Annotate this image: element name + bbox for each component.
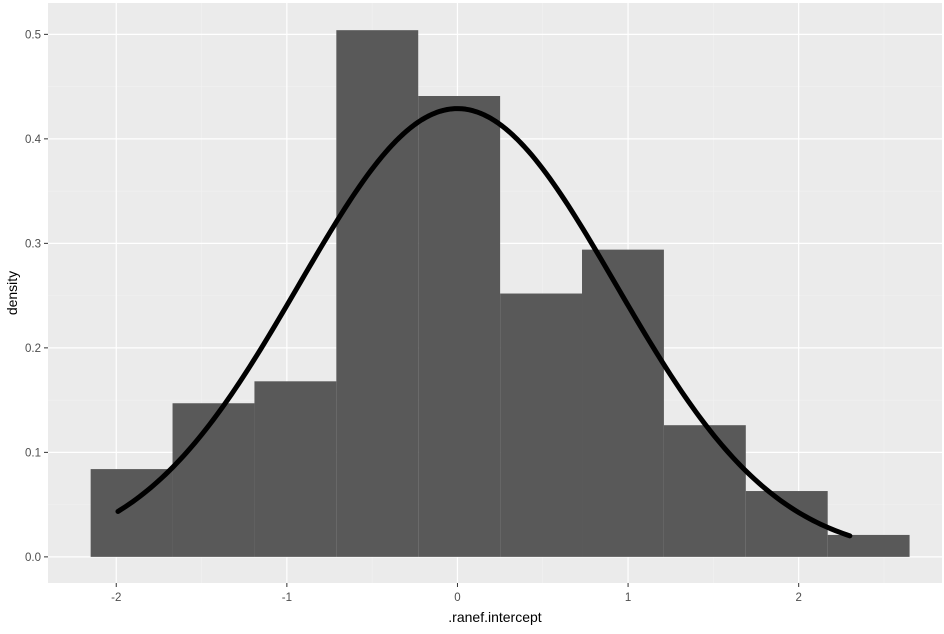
histogram-bar — [663, 425, 746, 557]
y-axis-title: density — [4, 271, 20, 315]
x-tick-label: 2 — [795, 592, 801, 604]
x-tick-label: 1 — [625, 592, 631, 604]
y-tick-label: 0.1 — [25, 447, 41, 459]
y-tick-label: 0.5 — [25, 29, 41, 41]
histogram-bars — [90, 30, 910, 557]
histogram-bar — [500, 293, 583, 557]
x-tick-label: -2 — [111, 592, 121, 604]
x-axis-ticks: -2 -1 0 1 2 — [111, 583, 802, 604]
y-tick-label: 0.4 — [25, 134, 42, 146]
x-tick-label: 0 — [454, 592, 460, 604]
density-curve — [115, 106, 853, 539]
x-axis-title: .ranef.intercept — [448, 609, 541, 625]
histogram-bar — [418, 96, 501, 557]
y-tick-label: 0.3 — [25, 238, 41, 250]
histogram-bar — [336, 30, 419, 557]
y-tick-label: 0.2 — [25, 343, 41, 355]
y-axis-ticks: 0.0 0.1 0.2 0.3 0.4 0.5 — [25, 29, 48, 564]
histogram-bar — [254, 381, 337, 557]
x-tick-label: -1 — [282, 592, 292, 604]
histogram-bar — [827, 534, 910, 557]
histogram-bar — [172, 403, 255, 557]
y-tick-label: 0.0 — [25, 552, 41, 564]
